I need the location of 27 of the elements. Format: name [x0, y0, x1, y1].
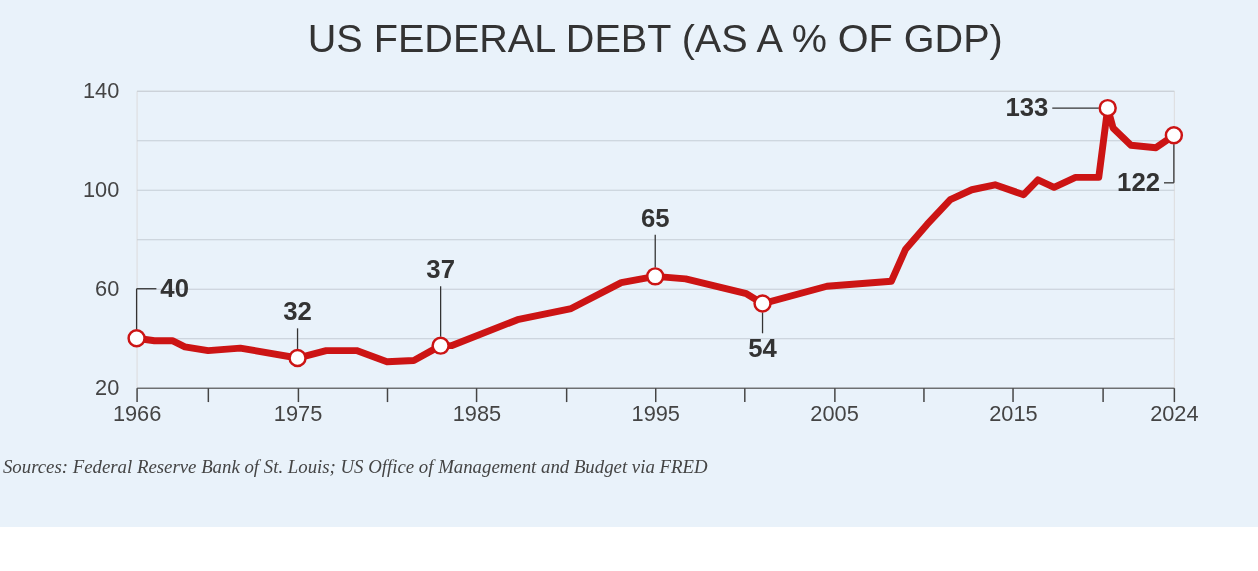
- point: [646, 267, 665, 286]
- point: [1098, 98, 1117, 118]
- x-tick-label: 2015: [989, 400, 1038, 426]
- point: [1164, 126, 1184, 145]
- annotation: 65: [640, 203, 670, 232]
- y-tick-label: 60: [95, 276, 120, 302]
- y-tick-label: 20: [95, 375, 120, 401]
- chart-title: US FEDERAL DEBT (AS A % OF GDP): [307, 16, 1003, 61]
- point: [127, 329, 146, 348]
- x-tick-label: 2005: [810, 400, 859, 426]
- x-tick-label: 1995: [631, 400, 680, 426]
- x-tick-label: 2024: [1150, 400, 1199, 426]
- annotation: 37: [426, 255, 455, 284]
- x-tick-label: 1975: [273, 400, 323, 426]
- annotation: 40: [160, 273, 189, 302]
- y-tick-label: 140: [82, 78, 120, 104]
- y-tick-label: 100: [82, 177, 120, 203]
- point: [431, 336, 450, 355]
- annotation: 122: [1117, 167, 1161, 196]
- point: [288, 348, 307, 368]
- x-tick-label: 1985: [452, 400, 502, 426]
- annotation: 54: [748, 334, 778, 363]
- x-tick-label: 1966: [112, 400, 162, 426]
- point: [753, 294, 772, 313]
- source-note: Sources: Federal Reserve Bank of St. Louis; US Office of Management and Budget via FRED: [2, 455, 708, 477]
- annotation: 32: [283, 297, 312, 326]
- annotation: 133: [1005, 93, 1049, 122]
